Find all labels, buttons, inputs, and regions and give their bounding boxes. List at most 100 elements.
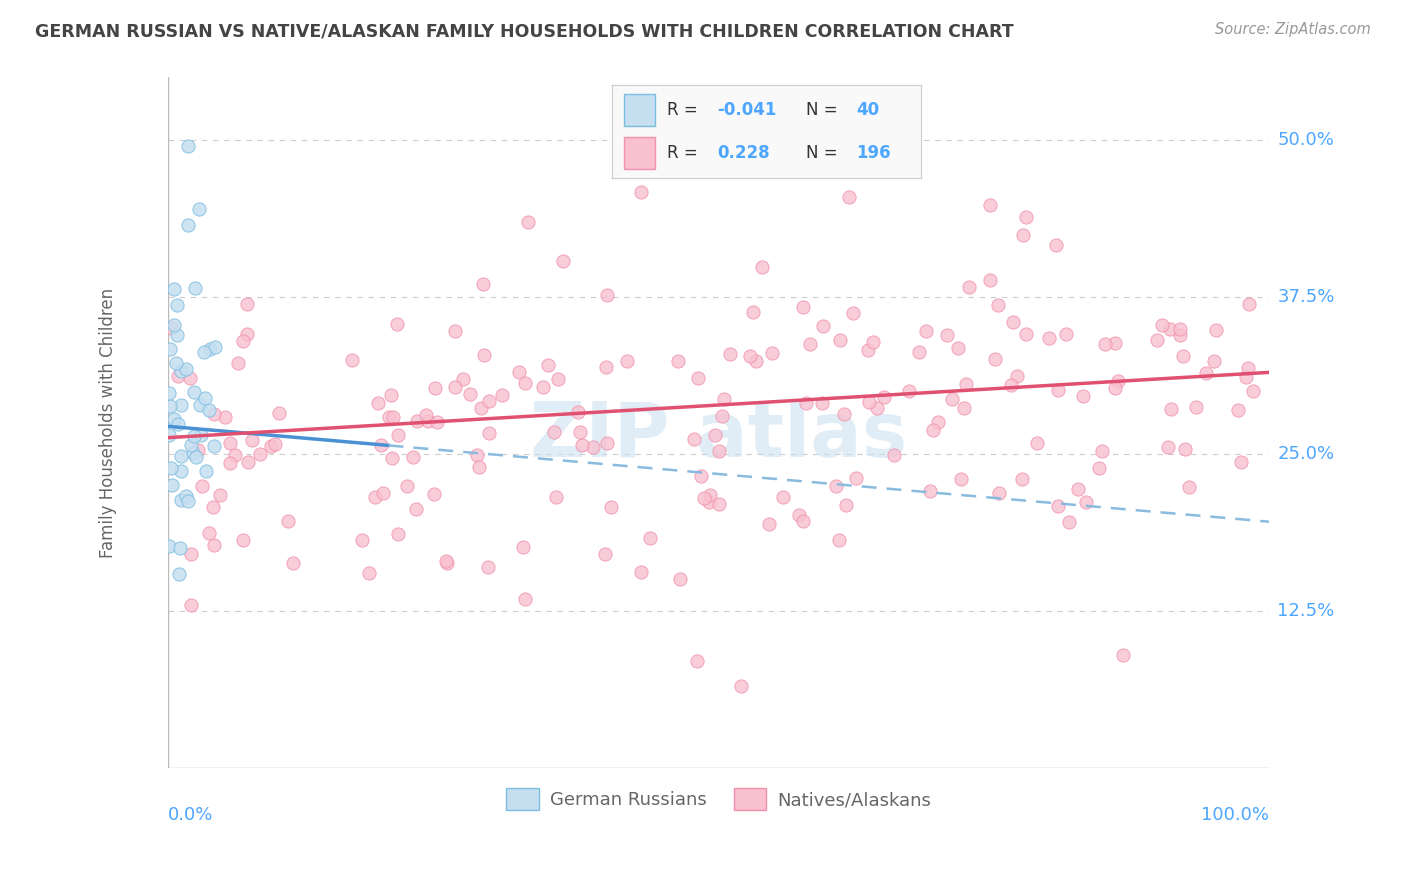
Point bbox=[267, 406, 290, 420]
Point bbox=[160, 478, 183, 492]
Point bbox=[283, 556, 305, 570]
Point bbox=[194, 392, 217, 406]
Point bbox=[219, 456, 242, 470]
Point bbox=[745, 354, 768, 368]
Point bbox=[232, 533, 254, 547]
Point bbox=[811, 319, 834, 334]
Point bbox=[792, 300, 814, 314]
Legend: German Russians, Natives/Alaskans: German Russians, Natives/Alaskans bbox=[499, 780, 938, 817]
Point bbox=[1012, 227, 1035, 242]
Point bbox=[955, 377, 977, 392]
Point bbox=[1241, 384, 1264, 399]
Point bbox=[465, 448, 488, 462]
Point bbox=[387, 318, 409, 332]
Point bbox=[443, 324, 465, 338]
Point bbox=[263, 437, 285, 451]
Point bbox=[163, 412, 186, 426]
Point bbox=[434, 554, 457, 568]
Text: 25.0%: 25.0% bbox=[1278, 445, 1334, 463]
Point bbox=[517, 215, 540, 229]
Point bbox=[1107, 375, 1129, 389]
Point bbox=[177, 218, 200, 232]
Point bbox=[1026, 435, 1049, 450]
Point bbox=[179, 370, 201, 384]
Point bbox=[160, 320, 183, 334]
Point bbox=[1071, 389, 1094, 403]
Point bbox=[187, 442, 209, 457]
Point bbox=[477, 560, 499, 574]
Point bbox=[907, 345, 929, 359]
Point bbox=[979, 273, 1001, 287]
Point bbox=[416, 414, 439, 428]
Point bbox=[595, 288, 617, 302]
Text: ZIP atlas: ZIP atlas bbox=[530, 400, 907, 474]
Point bbox=[193, 344, 215, 359]
Point bbox=[1094, 337, 1116, 351]
Point bbox=[751, 260, 773, 274]
Point bbox=[825, 478, 848, 492]
Point bbox=[443, 380, 465, 394]
Point bbox=[707, 496, 730, 510]
Point bbox=[856, 343, 879, 357]
Point bbox=[387, 527, 409, 541]
Point bbox=[1104, 335, 1126, 350]
Point bbox=[163, 282, 186, 296]
Point bbox=[630, 565, 652, 579]
Point bbox=[772, 490, 794, 504]
Point bbox=[177, 494, 200, 508]
Point bbox=[596, 436, 619, 450]
Point bbox=[1015, 210, 1038, 224]
Point bbox=[616, 354, 638, 368]
Point bbox=[543, 425, 565, 439]
Point bbox=[1091, 444, 1114, 458]
Point bbox=[157, 539, 180, 553]
Point bbox=[180, 598, 202, 612]
Point bbox=[396, 479, 419, 493]
Point bbox=[226, 356, 249, 370]
Point bbox=[236, 297, 259, 311]
Point bbox=[1045, 238, 1067, 252]
Point bbox=[832, 407, 855, 421]
Point bbox=[174, 361, 197, 376]
Point bbox=[183, 384, 205, 399]
Point bbox=[236, 455, 259, 469]
Point bbox=[950, 471, 973, 485]
Point bbox=[406, 414, 429, 428]
Point bbox=[350, 533, 373, 548]
Point bbox=[537, 358, 560, 372]
Text: N =: N = bbox=[807, 101, 844, 119]
Point bbox=[183, 429, 205, 443]
Point bbox=[170, 492, 193, 507]
Point bbox=[471, 277, 494, 291]
Point bbox=[167, 417, 190, 431]
Point bbox=[1067, 482, 1090, 496]
Text: GERMAN RUSSIAN VS NATIVE/ALASKAN FAMILY HOUSEHOLDS WITH CHILDREN CORRELATION CHA: GERMAN RUSSIAN VS NATIVE/ALASKAN FAMILY … bbox=[35, 22, 1014, 40]
Point bbox=[710, 409, 733, 424]
Point bbox=[159, 399, 181, 413]
Point bbox=[987, 298, 1010, 312]
Point bbox=[364, 490, 387, 504]
Point bbox=[157, 385, 180, 400]
Point bbox=[873, 390, 896, 404]
Point bbox=[191, 479, 214, 493]
Point bbox=[166, 328, 188, 343]
Point bbox=[546, 490, 568, 504]
Point bbox=[202, 439, 225, 453]
Point bbox=[953, 401, 976, 415]
Point bbox=[693, 491, 716, 505]
Point bbox=[862, 335, 884, 350]
Point bbox=[177, 139, 200, 153]
Point bbox=[1054, 326, 1077, 341]
Point bbox=[730, 679, 752, 693]
Point bbox=[858, 394, 880, 409]
Point bbox=[838, 190, 860, 204]
Point bbox=[184, 280, 207, 294]
Point bbox=[1234, 369, 1257, 384]
Point bbox=[713, 392, 735, 406]
Point bbox=[1104, 381, 1126, 395]
Point bbox=[508, 365, 530, 379]
Point bbox=[188, 202, 211, 217]
Point bbox=[422, 487, 444, 501]
Point bbox=[1074, 495, 1097, 509]
Point bbox=[167, 368, 190, 383]
